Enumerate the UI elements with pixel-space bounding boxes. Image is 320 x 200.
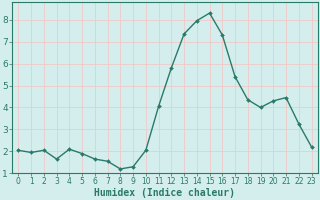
X-axis label: Humidex (Indice chaleur): Humidex (Indice chaleur) [94,188,236,198]
